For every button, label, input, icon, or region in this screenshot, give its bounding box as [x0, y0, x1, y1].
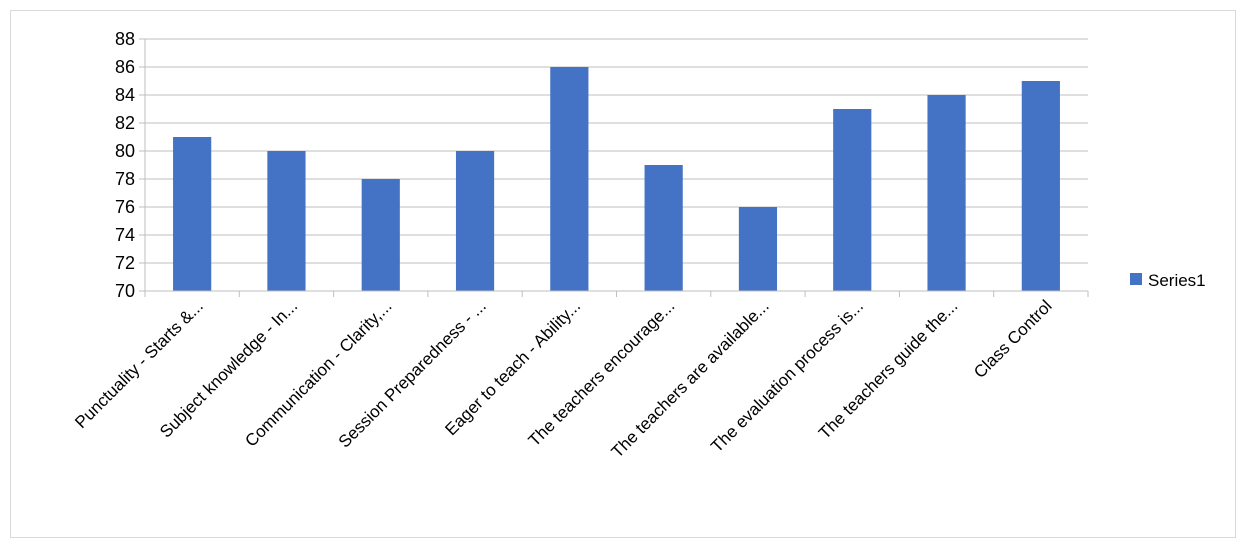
bar — [550, 67, 589, 291]
bar — [455, 151, 495, 291]
bar — [738, 207, 778, 291]
bar — [927, 95, 966, 291]
y-tick-label: 82 — [115, 113, 135, 133]
y-tick-label: 72 — [115, 253, 135, 273]
x-tick-label: Class Control — [970, 296, 1056, 382]
bar — [267, 151, 306, 291]
legend: Series1 — [1130, 271, 1206, 290]
bar — [833, 109, 872, 291]
y-tick-label: 76 — [115, 197, 135, 217]
x-tick-label: The teachers are available... — [608, 296, 773, 461]
y-tick-label: 80 — [115, 141, 135, 161]
y-tick-label: 78 — [115, 169, 135, 189]
y-tick-label: 86 — [115, 57, 135, 77]
bar — [173, 137, 212, 291]
x-tick-label: The evaluation process is... — [707, 296, 867, 456]
bar — [1021, 81, 1060, 291]
bar — [644, 165, 683, 291]
y-tick-label: 84 — [115, 85, 135, 105]
axes — [144, 39, 1089, 297]
bars — [173, 67, 1060, 291]
bar — [361, 179, 400, 291]
y-tick-label: 70 — [115, 281, 135, 301]
legend-swatch — [1130, 273, 1142, 285]
legend-label: Series1 — [1148, 271, 1206, 290]
y-tick-label: 74 — [115, 225, 135, 245]
x-tick-labels: Punctuality - Starts &...Subject knowled… — [71, 296, 1055, 461]
y-tick-labels: 70 72 74 76 78 80 82 84 86 88 — [115, 29, 135, 301]
y-tick-label: 88 — [115, 29, 135, 49]
